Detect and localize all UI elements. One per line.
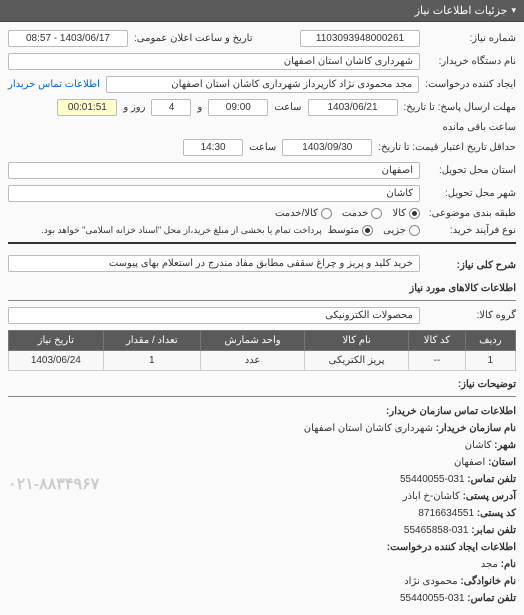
contact-province-label: استان: <box>488 457 516 468</box>
panel-header[interactable]: ▾ جزئیات اطلاعات نیاز <box>0 0 524 22</box>
contact-address: کاشان-خ اباذر <box>403 491 460 502</box>
table-row: 1 -- پریز الکتریکی عدد 1 1403/06/24 <box>9 351 516 371</box>
time-label-2: ساعت <box>249 142 276 153</box>
th-unit: واحد شمارش <box>200 331 304 351</box>
province-value: اصفهان <box>8 162 420 179</box>
need-title-value: خرید کلید و پریز و چراغ سقفی مطابق مفاد … <box>8 255 420 272</box>
and-label: و <box>197 102 202 113</box>
group-label: گروه کالا: <box>426 310 516 321</box>
org-name-label: نام سازمان خریدار: <box>436 423 516 434</box>
buyer-org-value: شهرداری کاشان استان اصفهان <box>8 53 420 70</box>
price-valid-time: 14:30 <box>183 139 243 156</box>
deadline-send-label: مهلت ارسال پاسخ: تا تاریخ: <box>404 101 516 114</box>
datetime-value: 1403/06/17 - 08:57 <box>8 30 128 47</box>
days-value: 4 <box>151 99 191 116</box>
org-name: شهرداری کاشان استان اصفهان <box>304 423 433 434</box>
process-note: پرداخت تمام یا بخشی از مبلغ خرید،از محل … <box>41 225 321 236</box>
province-label: استان محل تحویل: <box>426 165 516 176</box>
contact-phone-label: تلفن تماس: <box>467 474 516 485</box>
radio-goods-service[interactable]: کالا/خدمت <box>275 208 332 219</box>
datetime-label: تاریخ و ساعت اعلان عمومی: <box>134 33 253 44</box>
contact-fax: 031-55465858 <box>404 525 469 536</box>
radio-icon <box>409 208 420 219</box>
contact-title: اطلاعات تماس سازمان خریدار: <box>386 406 516 417</box>
th-name: نام کالا <box>305 331 409 351</box>
th-date: تاریخ نیاز <box>9 331 104 351</box>
panel-title: جزئیات اطلاعات نیاز <box>415 4 508 17</box>
creator-name-label: نام: <box>501 559 516 570</box>
contact-section: اطلاعات تماس سازمان خریدار: نام سازمان خ… <box>8 403 516 607</box>
price-valid-date: 1403/09/30 <box>282 139 372 156</box>
radio-small[interactable]: جزیی <box>383 225 420 236</box>
creator-family: محمودی نژاد <box>404 576 457 587</box>
desc-label: توضیحات نیاز: <box>8 379 516 390</box>
creator-value: مجد محمودی نژاد کارپرداز شهرداری کاشان ا… <box>106 76 419 93</box>
group-value: محصولات الکترونیکی <box>8 307 420 324</box>
subject-type-label: طبقه بندی موضوعی: <box>426 208 516 219</box>
radio-icon <box>321 208 332 219</box>
contact-postal-label: کد پستی: <box>477 508 516 519</box>
contact-city-label: شهر: <box>494 440 516 451</box>
city-value: کاشان <box>8 185 420 202</box>
process-type-group: جزیی متوسط <box>328 225 420 236</box>
creator-label: ایجاد کننده درخواست: <box>425 79 516 90</box>
radio-goods[interactable]: کالا <box>392 208 420 219</box>
radio-icon <box>371 208 382 219</box>
collapse-icon[interactable]: ▾ <box>511 5 516 16</box>
days-label: روز و <box>123 102 145 113</box>
contact-postal: 8716634551 <box>418 508 474 519</box>
radio-icon <box>362 225 373 236</box>
radio-medium[interactable]: متوسط <box>328 225 373 236</box>
subject-type-group: کالا خدمت کالا/خدمت <box>275 208 420 219</box>
creator-phone-label: تلفن تماس: <box>467 593 516 604</box>
remain-label: ساعت باقی مانده <box>443 122 516 133</box>
th-row: ردیف <box>465 331 515 351</box>
contact-fax-label: تلفن نمابر: <box>471 525 516 536</box>
th-code: کد کالا <box>409 331 466 351</box>
req-no-value: 1103093948000261 <box>300 30 420 47</box>
details-panel: ▾ جزئیات اطلاعات نیاز شماره نیاز: 110309… <box>0 0 524 615</box>
contact-link[interactable]: اطلاعات تماس خریدار <box>8 79 100 90</box>
req-no-label: شماره نیاز: <box>426 33 516 44</box>
creator-name: مجد <box>481 559 498 570</box>
contact-address-label: آدرس پستی: <box>463 491 516 502</box>
contact-province: اصفهان <box>454 457 485 468</box>
goods-table: ردیف کد کالا نام کالا واحد شمارش تعداد /… <box>8 330 516 371</box>
remain-value: 00:01:51 <box>57 99 117 116</box>
deadline-date: 1403/06/21 <box>308 99 398 116</box>
divider <box>8 300 516 301</box>
creator-family-label: نام خانوادگی: <box>460 576 516 587</box>
watermark-phone: ۰۲۱-۸۸۳۴۹۶۷ <box>8 471 99 498</box>
radio-icon <box>409 225 420 236</box>
time-label-1: ساعت <box>274 102 301 113</box>
creator-section-title: اطلاعات ایجاد کننده درخواست: <box>387 542 516 553</box>
radio-service[interactable]: خدمت <box>342 208 383 219</box>
need-title-label: شرح کلی نیاز: <box>426 260 516 271</box>
contact-city: کاشان <box>465 440 492 451</box>
goods-info-title: اطلاعات کالاهای مورد نیاز <box>8 283 516 294</box>
contact-phone: 031-55440055 <box>400 474 465 485</box>
city-label: شهر محل تحویل: <box>426 188 516 199</box>
panel-content: شماره نیاز: 1103093948000261 تاریخ و ساع… <box>0 22 524 615</box>
creator-phone: 031-55440055 <box>400 593 465 604</box>
process-type-label: نوع فرآیند خرید: <box>426 225 516 236</box>
divider <box>8 396 516 397</box>
deadline-time: 09:00 <box>208 99 268 116</box>
th-qty: تعداد / مقدار <box>103 331 200 351</box>
buyer-org-label: نام دستگاه خریدار: <box>426 56 516 67</box>
price-valid-label: حداقل تاریخ اعتبار قیمت: تا تاریخ: <box>378 141 516 154</box>
divider <box>8 242 516 244</box>
